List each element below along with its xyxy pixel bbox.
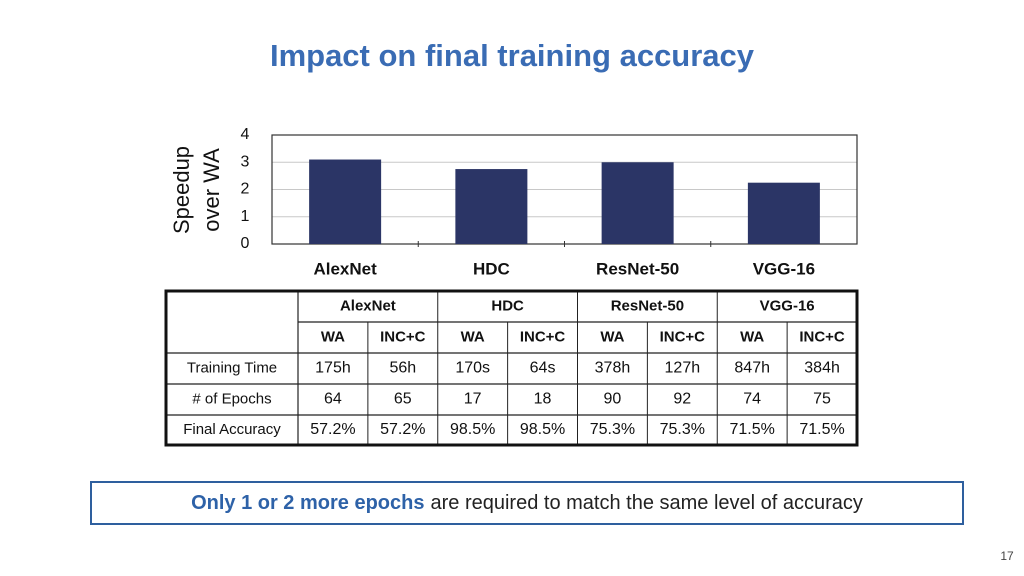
y-tick-label: 1 — [241, 208, 250, 225]
bar — [747, 182, 820, 244]
table-subheader: WA — [461, 328, 485, 345]
y-axis-label: Speedup — [169, 146, 194, 234]
table-cell: 75.3% — [660, 421, 705, 438]
bar — [309, 159, 382, 244]
table-subheader: WA — [600, 328, 624, 345]
table-subheader: INC+C — [799, 328, 845, 345]
page-number: 17 — [1000, 549, 1014, 563]
table-frame — [164, 289, 859, 447]
y-tick-label: 2 — [241, 181, 250, 198]
y-tick-label: 4 — [241, 126, 250, 143]
table-row-label: Training Time — [187, 359, 277, 376]
table-cell: 98.5% — [450, 421, 495, 438]
x-tick-label: VGG-16 — [753, 259, 815, 278]
bar — [601, 162, 674, 244]
table-cell: 18 — [534, 391, 552, 408]
table-cell: 71.5% — [799, 421, 844, 438]
callout-text: are required to match the same level of … — [430, 492, 862, 514]
table-group-header: AlexNet — [340, 297, 396, 314]
table-cell: 64 — [324, 391, 342, 408]
table-cell: 384h — [804, 360, 840, 377]
callout-box — [90, 481, 964, 525]
table-cell: 57.2% — [380, 421, 425, 438]
slide-title: Impact on final training accuracy — [270, 38, 755, 73]
table-cell: 378h — [595, 360, 631, 377]
table-cell: 17 — [464, 391, 482, 408]
table-cell: 75.3% — [590, 421, 635, 438]
table-cell: 75 — [813, 391, 831, 408]
table-subheader: INC+C — [380, 328, 426, 345]
table-cell: 90 — [604, 391, 622, 408]
table-subheader: WA — [740, 328, 764, 345]
table-cell: 57.2% — [310, 421, 355, 438]
x-tick-label: HDC — [473, 259, 510, 278]
table-cell: 74 — [743, 391, 761, 408]
table-subheader: WA — [321, 328, 345, 345]
table-cell: 92 — [673, 391, 691, 408]
table-cell: 56h — [389, 360, 416, 377]
table-subheader: INC+C — [520, 328, 566, 345]
table-cell: 175h — [315, 360, 351, 377]
table-cell: 127h — [665, 360, 701, 377]
table-row-label: Final Accuracy — [183, 421, 281, 438]
table-group-header: HDC — [491, 297, 524, 314]
table-group-header: ResNet-50 — [611, 297, 684, 314]
callout-highlight: Only 1 or 2 more epochs — [191, 492, 424, 514]
table-cell: 170s — [455, 360, 490, 377]
y-tick-label: 3 — [241, 153, 250, 170]
callout: Only 1 or 2 more epochs are required to m… — [191, 492, 863, 514]
x-tick-label: ResNet-50 — [596, 259, 679, 278]
table-cell: 71.5% — [730, 421, 775, 438]
bar — [455, 169, 528, 244]
table-cell: 65 — [394, 391, 412, 408]
x-tick-label: AlexNet — [313, 259, 377, 278]
table-cell: 64s — [530, 360, 556, 377]
y-tick-label: 0 — [241, 235, 250, 252]
table-row-label: # of Epochs — [192, 390, 271, 407]
y-axis-label: over WA — [199, 148, 224, 232]
table-group-header: VGG-16 — [760, 297, 815, 314]
table-cell: 98.5% — [520, 421, 565, 438]
table-subheader: INC+C — [660, 328, 706, 345]
table-cell: 847h — [734, 360, 770, 377]
